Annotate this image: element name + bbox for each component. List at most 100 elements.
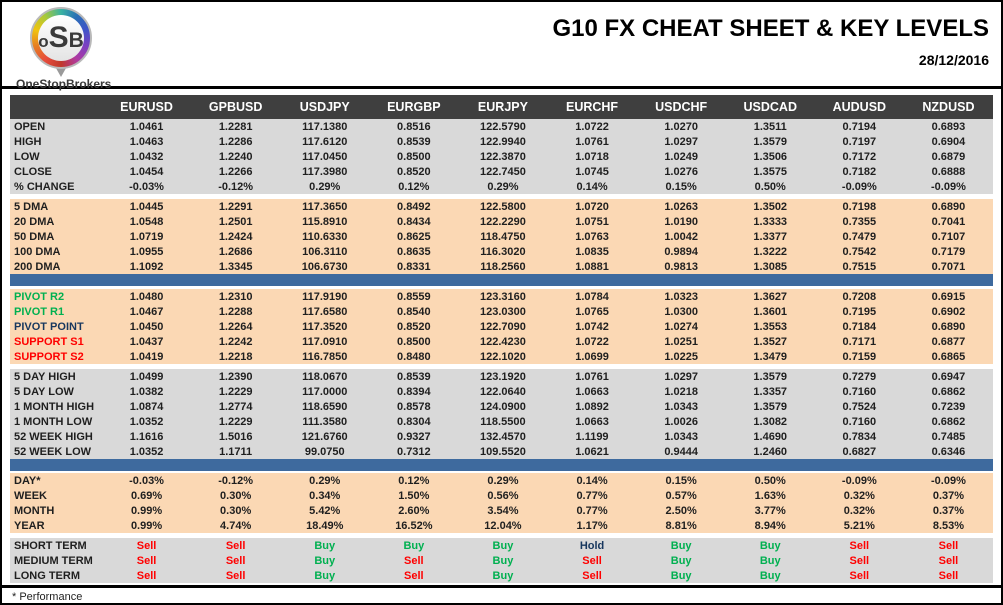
cell: 1.3627 — [753, 290, 788, 303]
cell: 0.7355 — [842, 215, 877, 228]
cell: 0.6902 — [931, 305, 966, 318]
table-row: LONG TERM Sell Sell Buy Sell Buy Sell Buy Buy Sel… — [10, 568, 993, 583]
cell: 1.1092 — [129, 260, 164, 273]
cell: 1.0419 — [129, 350, 164, 363]
table-row: 50 DMA 1.0719 1.2424 110.6330 0.8625 118.4750… — [10, 229, 993, 244]
cell: 1.0719 — [129, 230, 164, 243]
cell: 1.0761 — [575, 135, 609, 148]
cell: 0.6346 — [931, 445, 966, 458]
row-label: 5 DMA — [14, 200, 49, 213]
cell: 117.9190 — [302, 290, 348, 303]
cell: 1.0270 — [664, 120, 698, 133]
cell: 1.3333 — [753, 215, 788, 228]
cell: 0.6890 — [931, 200, 966, 213]
cell: 121.6760 — [301, 430, 348, 443]
cell: Buy — [314, 569, 336, 582]
cell: Hold — [579, 539, 605, 552]
cell: 0.6865 — [931, 350, 966, 363]
cell: 1.2240 — [218, 150, 253, 163]
cell: 0.7208 — [842, 290, 877, 303]
cell: 117.3980 — [302, 165, 348, 178]
cell: 0.7479 — [842, 230, 877, 243]
cell: 1.0955 — [129, 245, 164, 258]
cell: 1.1616 — [129, 430, 164, 443]
cell: 0.8480 — [397, 350, 431, 363]
cell: Sell — [136, 539, 157, 552]
row-label: 52 WEEK LOW — [14, 445, 92, 458]
cell: 1.2229 — [218, 385, 253, 398]
cell: 1.0445 — [129, 200, 164, 213]
table-row: PIVOT POINT 1.0450 1.2264 117.3520 0.8520 122… — [10, 319, 993, 334]
cell: Buy — [759, 554, 781, 567]
cell: 3.77% — [754, 504, 786, 517]
row-label: % CHANGE — [14, 180, 75, 193]
cell: 0.7485 — [931, 430, 966, 443]
cell: Sell — [938, 569, 959, 582]
cell: 12.04% — [484, 519, 522, 532]
cell: 122.5800 — [479, 200, 526, 213]
cell: 1.0297 — [664, 370, 698, 383]
cell: 0.7194 — [842, 120, 877, 133]
cell: 1.4690 — [753, 430, 788, 443]
cell: 118.5500 — [480, 415, 526, 428]
column-header-eurgbp: EURGBP — [387, 100, 441, 114]
cell: Sell — [582, 569, 602, 582]
cell: -0.09% — [931, 474, 966, 487]
cell: 0.77% — [576, 489, 608, 502]
onestopbrokers-logo: o S B OneStopBrokers — [16, 7, 146, 91]
cell: 0.29% — [309, 180, 341, 193]
cell: 1.3527 — [753, 335, 788, 348]
section-performance: DAY* -0.03% -0.12% 0.29% 0.12% 0.29% 0.14% 0.15… — [10, 473, 993, 533]
cell: 1.0352 — [129, 445, 164, 458]
cell: 1.0461 — [129, 120, 164, 133]
cell: 0.12% — [398, 474, 430, 487]
cell: 1.3377 — [753, 230, 788, 243]
cell: 1.2390 — [218, 370, 253, 383]
cell: 1.0835 — [575, 245, 609, 258]
column-header-usdchf: USDCHF — [655, 100, 708, 114]
cell: 0.37% — [932, 489, 965, 502]
cell: Buy — [759, 569, 781, 582]
cell: 0.14% — [576, 474, 608, 487]
cell: Buy — [492, 554, 514, 567]
table-row: 100 DMA 1.0955 1.2686 106.3110 0.8635 116.302… — [10, 244, 993, 259]
cell: 0.7834 — [842, 430, 877, 443]
cell: 0.7542 — [842, 245, 877, 258]
cell: 1.0297 — [664, 135, 698, 148]
cell: Sell — [849, 539, 870, 552]
row-label: OPEN — [14, 120, 46, 133]
cell: 1.2286 — [218, 135, 253, 148]
table-row: DAY* -0.03% -0.12% 0.29% 0.12% 0.29% 0.14% 0.15… — [10, 473, 993, 488]
cell: 18.49% — [306, 519, 344, 532]
cell: -0.09% — [841, 474, 877, 487]
cell: 1.0463 — [129, 135, 164, 148]
cell: 0.32% — [843, 489, 875, 502]
cell: 110.6330 — [302, 230, 348, 243]
row-label: HIGH — [14, 135, 42, 148]
cell: 0.15% — [665, 474, 697, 487]
cell: 0.37% — [932, 504, 965, 517]
cell: 1.0249 — [664, 150, 698, 163]
cell: 0.30% — [220, 489, 252, 502]
cell: 4.74% — [220, 519, 252, 532]
cell: 1.3511 — [753, 120, 787, 133]
cell: 123.0300 — [479, 305, 526, 318]
cell: 111.3580 — [302, 415, 348, 428]
cell: 1.5016 — [218, 430, 253, 443]
row-label: CLOSE — [14, 165, 52, 178]
cell: 1.0663 — [575, 385, 609, 398]
cell: 0.29% — [487, 180, 519, 193]
page-title: G10 FX CHEAT SHEET & KEY LEVELS — [552, 15, 989, 42]
cell: 1.2291 — [218, 200, 253, 213]
cell: 1.2242 — [218, 335, 253, 348]
cell: 1.2266 — [218, 165, 253, 178]
cell: 122.4230 — [479, 335, 526, 348]
cell: 0.32% — [843, 504, 875, 517]
cell: Sell — [849, 569, 870, 582]
cell: 1.0251 — [664, 335, 698, 348]
column-header-eurusd: EURUSD — [120, 100, 173, 114]
cell: Sell — [225, 539, 246, 552]
cell: 122.2290 — [479, 215, 526, 228]
cell: -0.12% — [218, 474, 254, 487]
cell: Sell — [404, 554, 424, 567]
